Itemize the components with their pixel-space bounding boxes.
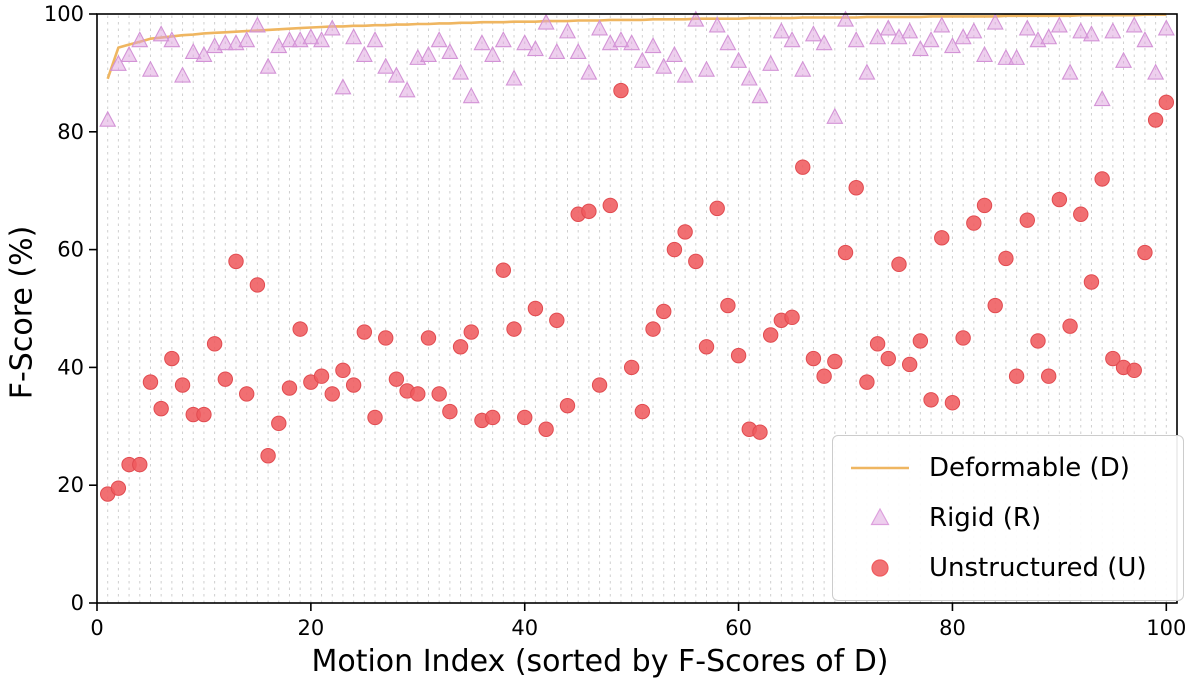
- legend-label-unstructured: Unstructured (U): [929, 553, 1147, 583]
- legend-item-rigid: Rigid (R): [847, 496, 1165, 540]
- series-rigid-points: [99, 10, 1175, 127]
- y-tick-labels: 0 20 40 60 80 100: [44, 2, 97, 615]
- legend-item-deformable: Deformable (D): [847, 446, 1165, 490]
- svg-text:20: 20: [57, 473, 84, 497]
- unstructured-circle-icon: [847, 553, 913, 583]
- legend-label-rigid: Rigid (R): [929, 503, 1042, 533]
- legend-item-unstructured: Unstructured (U): [847, 546, 1165, 590]
- svg-text:0: 0: [90, 616, 103, 640]
- svg-text:100: 100: [44, 2, 84, 26]
- svg-text:60: 60: [725, 616, 752, 640]
- svg-text:80: 80: [939, 616, 966, 640]
- series-deformable-line: [106, 13, 1167, 80]
- legend: Deformable (D) Rigid (R) Unstructured (U…: [832, 435, 1184, 601]
- series-unstructured-points: [99, 82, 1175, 502]
- plot-border: [96, 13, 1178, 604]
- svg-text:20: 20: [297, 616, 324, 640]
- svg-text:100: 100: [1146, 616, 1186, 640]
- svg-text:0: 0: [71, 591, 84, 615]
- x-tick-labels: 0 20 40 60 80 100: [90, 603, 1186, 640]
- svg-text:60: 60: [57, 238, 84, 262]
- svg-text:40: 40: [57, 355, 84, 379]
- legend-label-deformable: Deformable (D): [929, 453, 1130, 483]
- x-axis-label: Motion Index (sorted by F-Scores of D): [311, 644, 889, 679]
- y-axis-label: F-Score (%): [4, 225, 40, 400]
- rigid-triangle-icon: [847, 503, 913, 533]
- svg-text:80: 80: [57, 120, 84, 144]
- deformable-line-icon: [847, 453, 913, 483]
- svg-text:40: 40: [511, 616, 538, 640]
